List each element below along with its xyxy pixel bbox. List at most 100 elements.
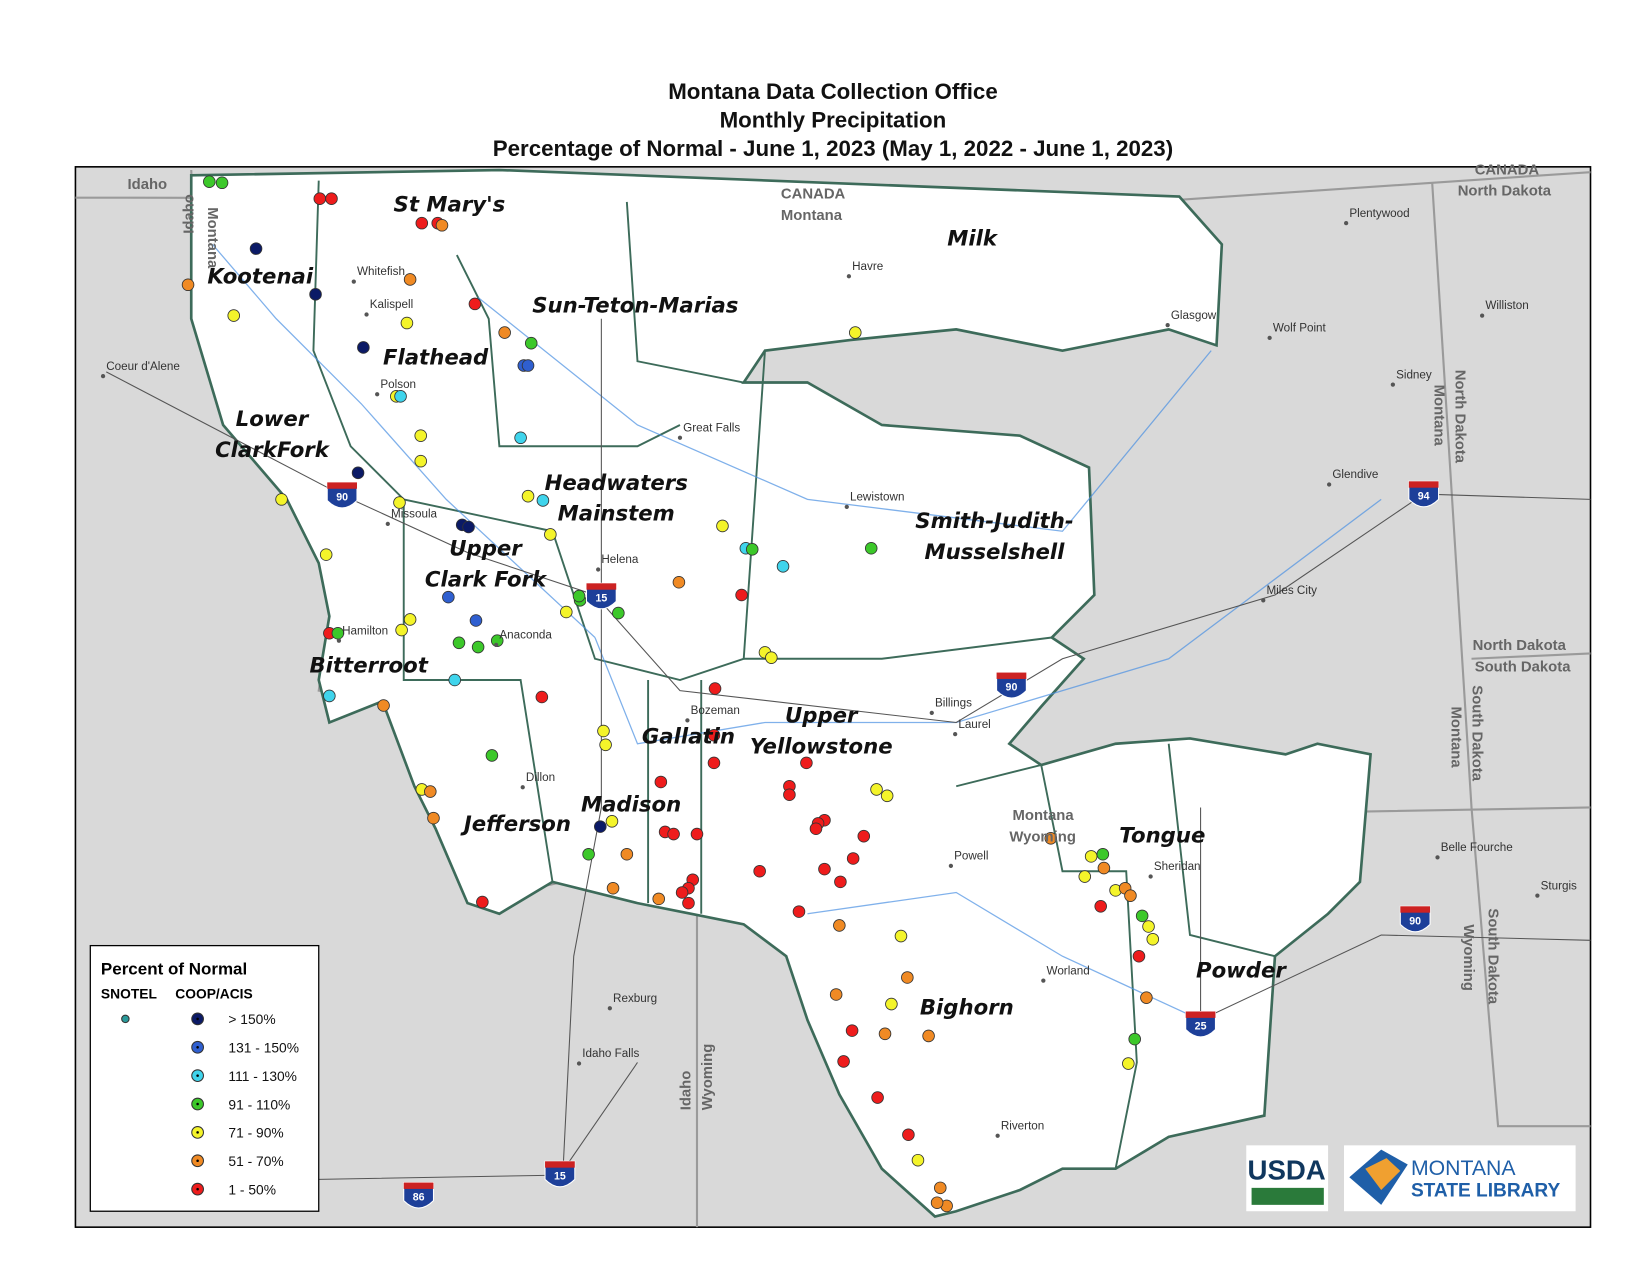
station — [765, 651, 778, 664]
basin-label: Clark Fork — [425, 568, 548, 593]
interstate-band — [996, 672, 1027, 679]
station — [1096, 847, 1110, 861]
place-point — [1327, 482, 1332, 487]
station — [400, 316, 414, 330]
station — [357, 341, 370, 354]
station — [1044, 832, 1058, 845]
station — [672, 575, 686, 589]
legend-swatch-center — [196, 1017, 199, 1021]
legend-swatch-center — [196, 1187, 199, 1191]
station — [871, 1091, 884, 1104]
station — [829, 988, 843, 1001]
station — [922, 1029, 935, 1043]
place-point — [1435, 855, 1440, 860]
legend-swatch-center — [196, 1074, 199, 1077]
station — [524, 336, 538, 350]
place-point — [596, 567, 601, 572]
station — [849, 326, 862, 339]
place-point — [685, 718, 690, 723]
station — [846, 852, 860, 865]
station — [690, 827, 704, 841]
station — [462, 520, 475, 534]
rivers — [212, 243, 1382, 1021]
place-label: Idaho Falls — [582, 1047, 639, 1060]
place-label: Missoula — [391, 507, 438, 520]
basin-label: Sun-Teton-Marias — [532, 293, 738, 318]
station — [452, 636, 466, 650]
station — [885, 997, 898, 1011]
interstate-number: 25 — [1195, 1021, 1207, 1033]
place-point — [100, 374, 106, 379]
basin-label: Tongue — [1119, 824, 1205, 849]
station — [606, 881, 620, 895]
station — [313, 192, 327, 205]
station — [845, 1024, 859, 1037]
place-label: Montana — [1013, 808, 1075, 824]
place-label: Wyoming — [1009, 829, 1076, 845]
station — [572, 589, 586, 603]
interstate-number: 90 — [336, 491, 348, 503]
station — [894, 929, 908, 943]
station — [521, 489, 535, 503]
place-point — [351, 279, 356, 284]
station — [901, 971, 914, 984]
station — [745, 543, 759, 556]
place-label: Rexburg — [613, 992, 657, 1005]
station — [792, 905, 806, 918]
interstate-number: 94 — [1418, 490, 1430, 502]
station — [597, 724, 610, 738]
legend-label: 51 - 70% — [228, 1153, 283, 1169]
station — [864, 541, 878, 555]
place-label: Miles City — [1266, 584, 1317, 597]
station — [203, 175, 216, 188]
place-label: Plentywood — [1349, 207, 1409, 220]
station — [911, 1153, 925, 1167]
place-label: South Dakota — [1485, 908, 1501, 1005]
place-label: CANADA — [1475, 162, 1540, 178]
station — [427, 811, 440, 825]
legend-column: SNOTEL — [101, 986, 157, 1002]
interstate-number: 90 — [1409, 915, 1421, 927]
station — [476, 895, 489, 909]
place-label: Polson — [380, 378, 416, 391]
library-text: MONTANA — [1411, 1156, 1516, 1180]
place-label: North Dakota — [1473, 638, 1567, 654]
place-point — [846, 274, 852, 279]
station — [654, 775, 668, 789]
station — [675, 886, 689, 899]
station — [544, 528, 557, 541]
station — [652, 892, 665, 906]
place-label: Sidney — [1396, 368, 1432, 381]
station — [599, 738, 612, 752]
station — [403, 613, 417, 626]
station — [707, 728, 721, 742]
station — [902, 1128, 915, 1141]
place-label: South Dakota — [1469, 685, 1485, 782]
place-point — [336, 638, 342, 643]
interstate-band — [1400, 906, 1431, 913]
place-label: Anaconda — [499, 629, 552, 642]
place-label: Montana — [1430, 385, 1446, 447]
station — [414, 454, 428, 468]
station — [776, 560, 790, 573]
basin-label: Headwaters — [545, 471, 688, 496]
basin-label: Mainstem — [558, 502, 675, 527]
place-point — [375, 392, 380, 397]
place-label: Helena — [601, 553, 638, 566]
station — [800, 756, 813, 770]
station — [1122, 1057, 1135, 1070]
place-label: Sturgis — [1541, 879, 1577, 892]
library-text: STATE LIBRARY — [1411, 1180, 1561, 1201]
legend-column: COOP/ACIS — [175, 986, 252, 1002]
station — [667, 827, 680, 841]
place-label: CANADA — [781, 187, 846, 203]
station — [605, 815, 619, 828]
station — [594, 820, 607, 833]
legend-snotel — [121, 1014, 130, 1024]
station — [535, 690, 549, 704]
place-point — [1261, 598, 1266, 603]
basin-label: Smith-Judith- — [915, 509, 1073, 534]
station — [215, 176, 229, 190]
place-label: Idaho — [181, 194, 197, 234]
